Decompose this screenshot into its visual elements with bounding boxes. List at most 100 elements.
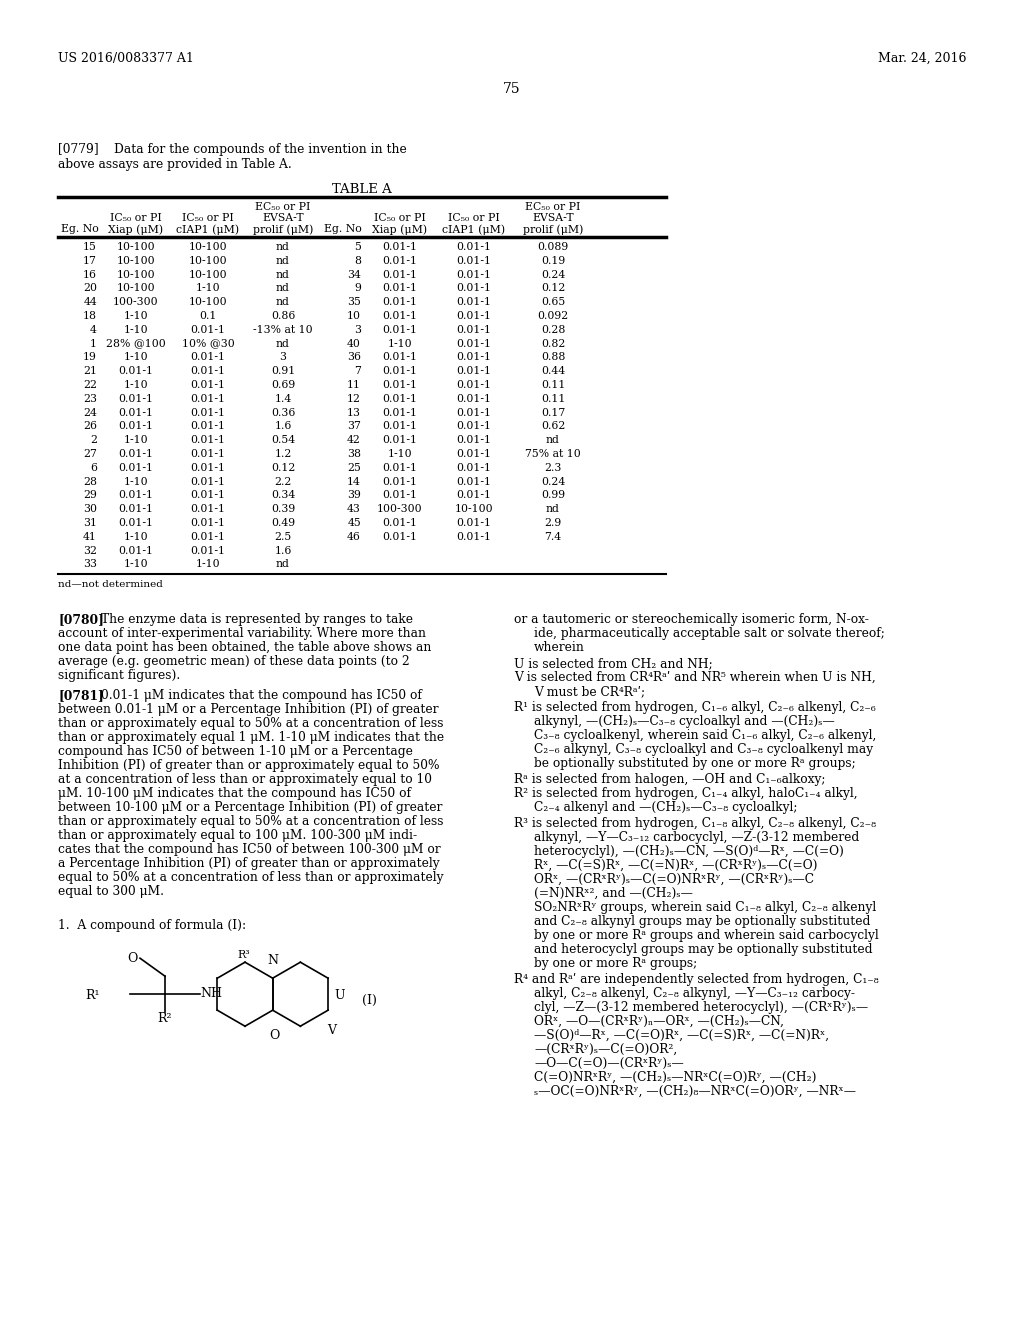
Text: 0.01-1: 0.01-1 [457, 325, 492, 335]
Text: 0.01-1: 0.01-1 [457, 436, 492, 445]
Text: 0.01-1: 0.01-1 [457, 242, 492, 252]
Text: 0.01-1: 0.01-1 [457, 284, 492, 293]
Text: 0.01-1: 0.01-1 [119, 545, 154, 556]
Text: nd: nd [276, 339, 290, 348]
Text: 0.28: 0.28 [541, 325, 565, 335]
Text: O: O [127, 952, 137, 965]
Text: cIAP1 (μM): cIAP1 (μM) [176, 224, 240, 235]
Text: Rˣ, —C(=S)Rˣ, —C(=N)Rˣ, —(CRˣRʸ)ₛ—C(=O): Rˣ, —C(=S)Rˣ, —C(=N)Rˣ, —(CRˣRʸ)ₛ—C(=O) [534, 859, 817, 873]
Text: nd: nd [276, 297, 290, 308]
Text: than or approximately equal to 50% at a concentration of less: than or approximately equal to 50% at a … [58, 717, 443, 730]
Text: 10-100: 10-100 [117, 242, 156, 252]
Text: 1-10: 1-10 [196, 560, 220, 569]
Text: 0.01-1: 0.01-1 [457, 312, 492, 321]
Text: 1.  A compound of formula (I):: 1. A compound of formula (I): [58, 919, 246, 932]
Text: 0.01-1: 0.01-1 [190, 436, 225, 445]
Text: R²: R² [157, 1012, 171, 1026]
Text: 0.01-1: 0.01-1 [457, 366, 492, 376]
Text: nd: nd [276, 242, 290, 252]
Text: 0.01-1: 0.01-1 [190, 532, 225, 541]
Text: 0.01-1: 0.01-1 [383, 325, 418, 335]
Text: 0.01-1: 0.01-1 [457, 269, 492, 280]
Text: 0.01-1: 0.01-1 [457, 421, 492, 432]
Text: 0.01-1: 0.01-1 [383, 463, 418, 473]
Text: 2.2: 2.2 [274, 477, 292, 487]
Text: 29: 29 [83, 491, 97, 500]
Text: a Percentage Inhibition (PI) of greater than or approximately: a Percentage Inhibition (PI) of greater … [58, 857, 439, 870]
Text: 0.49: 0.49 [271, 517, 295, 528]
Text: 24: 24 [83, 408, 97, 417]
Text: 0.01-1: 0.01-1 [119, 491, 154, 500]
Text: 1-10: 1-10 [124, 532, 148, 541]
Text: EC₅₀ or PI: EC₅₀ or PI [255, 202, 310, 213]
Text: 10-100: 10-100 [188, 269, 227, 280]
Text: 0.99: 0.99 [541, 491, 565, 500]
Text: 8: 8 [354, 256, 361, 265]
Text: 0.01-1: 0.01-1 [383, 491, 418, 500]
Text: C(=O)NRˣRʸ, —(CH₂)ₛ—NRˣC(=O)Rʸ, —(CH₂): C(=O)NRˣRʸ, —(CH₂)ₛ—NRˣC(=O)Rʸ, —(CH₂) [534, 1072, 816, 1084]
Text: 0.01-1: 0.01-1 [190, 366, 225, 376]
Text: ORˣ, —(CRˣRʸ)ₛ—C(=O)NRˣRʸ, —(CRˣRʸ)ₛ—C: ORˣ, —(CRˣRʸ)ₛ—C(=O)NRˣRʸ, —(CRˣRʸ)ₛ—C [534, 874, 814, 886]
Text: 0.01-1: 0.01-1 [457, 491, 492, 500]
Text: IC₅₀ or PI: IC₅₀ or PI [449, 213, 500, 223]
Text: by one or more Rᵃ groups and wherein said carbocyclyl: by one or more Rᵃ groups and wherein sai… [534, 929, 879, 942]
Text: N: N [267, 954, 279, 968]
Text: 0.01-1: 0.01-1 [383, 312, 418, 321]
Text: 100-300: 100-300 [114, 297, 159, 308]
Text: nd: nd [276, 269, 290, 280]
Text: EVSA-T: EVSA-T [532, 213, 573, 223]
Text: EVSA-T: EVSA-T [262, 213, 304, 223]
Text: alkyl, C₂₋₈ alkenyl, C₂₋₈ alkynyl, —Y—C₃₋₁₂ carbocy-: alkyl, C₂₋₈ alkenyl, C₂₋₈ alkynyl, —Y—C₃… [534, 987, 855, 1001]
Text: 0.88: 0.88 [541, 352, 565, 363]
Text: 2.5: 2.5 [274, 532, 292, 541]
Text: 0.01-1: 0.01-1 [119, 408, 154, 417]
Text: nd: nd [276, 256, 290, 265]
Text: compound has IC50 of between 1-10 μM or a Percentage: compound has IC50 of between 1-10 μM or … [58, 746, 413, 758]
Text: 1-10: 1-10 [124, 380, 148, 389]
Text: than or approximately equal 1 μM. 1-10 μM indicates that the: than or approximately equal 1 μM. 1-10 μ… [58, 731, 444, 744]
Text: 0.01-1: 0.01-1 [383, 517, 418, 528]
Text: C₂₋₆ alkynyl, C₃₋₈ cycloalkyl and C₃₋₈ cycloalkenyl may: C₂₋₆ alkynyl, C₃₋₈ cycloalkyl and C₃₋₈ c… [534, 743, 873, 756]
Text: nd: nd [546, 436, 560, 445]
Text: -13% at 10: -13% at 10 [253, 325, 312, 335]
Text: 44: 44 [83, 297, 97, 308]
Text: 100-300: 100-300 [377, 504, 423, 515]
Text: (I): (I) [362, 994, 377, 1007]
Text: Xiap (μM): Xiap (μM) [109, 224, 164, 235]
Text: 0.01-1: 0.01-1 [190, 421, 225, 432]
Text: cIAP1 (μM): cIAP1 (μM) [442, 224, 506, 235]
Text: 1: 1 [90, 339, 97, 348]
Text: 7: 7 [354, 366, 361, 376]
Text: C₂₋₄ alkenyl and —(CH₂)ₛ—C₃₋₈ cycloalkyl;: C₂₋₄ alkenyl and —(CH₂)ₛ—C₃₋₈ cycloalkyl… [534, 801, 798, 814]
Text: 42: 42 [347, 436, 361, 445]
Text: clyl, —Z—(3-12 membered heterocyclyl), —(CRˣRʸ)ₛ—: clyl, —Z—(3-12 membered heterocyclyl), —… [534, 1001, 868, 1014]
Text: 10% @30: 10% @30 [181, 339, 234, 348]
Text: 21: 21 [83, 366, 97, 376]
Text: 40: 40 [347, 339, 361, 348]
Text: 41: 41 [83, 532, 97, 541]
Text: 0.01-1: 0.01-1 [190, 504, 225, 515]
Text: 0.01-1: 0.01-1 [457, 380, 492, 389]
Text: 0.01-1: 0.01-1 [190, 352, 225, 363]
Text: 0.01-1: 0.01-1 [383, 242, 418, 252]
Text: (=N)NRˣ², and —(CH₂)ₛ—: (=N)NRˣ², and —(CH₂)ₛ— [534, 887, 693, 900]
Text: 0.17: 0.17 [541, 408, 565, 417]
Text: 0.01-1: 0.01-1 [457, 463, 492, 473]
Text: The enzyme data is represented by ranges to take: The enzyme data is represented by ranges… [101, 614, 413, 626]
Text: 31: 31 [83, 517, 97, 528]
Text: 0.01-1: 0.01-1 [119, 504, 154, 515]
Text: 0.01-1: 0.01-1 [383, 380, 418, 389]
Text: 0.01-1: 0.01-1 [457, 352, 492, 363]
Text: 1.2: 1.2 [274, 449, 292, 459]
Text: V must be CR⁴Rᵃʹ;: V must be CR⁴Rᵃʹ; [534, 685, 645, 698]
Text: 27: 27 [83, 449, 97, 459]
Text: 22: 22 [83, 380, 97, 389]
Text: —O—C(=O)—(CRˣRʸ)ₛ—: —O—C(=O)—(CRˣRʸ)ₛ— [534, 1057, 684, 1071]
Text: wherein: wherein [534, 642, 585, 655]
Text: 0.01-1: 0.01-1 [457, 517, 492, 528]
Text: equal to 300 μM.: equal to 300 μM. [58, 886, 164, 898]
Text: 1-10: 1-10 [124, 477, 148, 487]
Text: cates that the compound has IC50 of between 100-300 μM or: cates that the compound has IC50 of betw… [58, 843, 440, 857]
Text: 0.01-1: 0.01-1 [190, 517, 225, 528]
Text: Eg. No: Eg. No [61, 224, 98, 234]
